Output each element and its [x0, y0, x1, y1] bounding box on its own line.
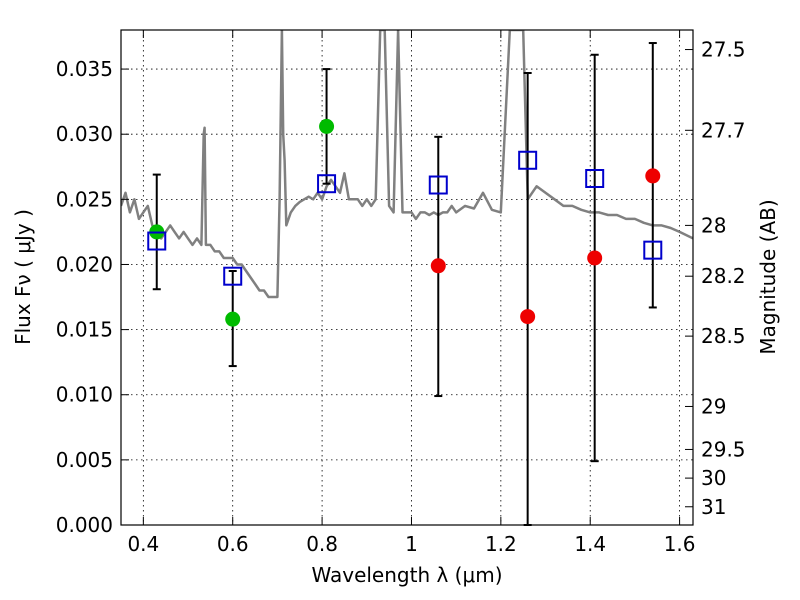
y-axis-label: Flux Fν ( μJy ) — [11, 209, 35, 345]
y-tick-label: 0.035 — [56, 57, 113, 81]
blue-square-point — [223, 266, 243, 286]
y2-tick-label: 30 — [701, 466, 726, 490]
y-tick-label: 0.010 — [56, 383, 113, 407]
red-data-point — [645, 168, 661, 184]
grid — [121, 30, 693, 525]
blue-square-point — [428, 175, 448, 195]
plot-frame — [120, 29, 694, 526]
red-data-point — [430, 258, 446, 274]
blue-square-point — [317, 174, 337, 194]
y2-tick-label: 29.5 — [701, 437, 746, 461]
y-tick-label: 0.000 — [56, 513, 113, 537]
x-tick-label: 0.8 — [306, 532, 338, 556]
y-tick-label: 0.005 — [56, 448, 113, 472]
data-points — [147, 118, 663, 327]
red-data-point — [587, 250, 603, 266]
x-tick-label: 0.6 — [217, 532, 249, 556]
y-tick-label: 0.030 — [56, 122, 113, 146]
y2-tick-label: 29 — [701, 394, 726, 418]
y2-tick-label: 28 — [701, 213, 726, 237]
y2-tick-label: 27.5 — [701, 38, 746, 62]
y2-tick-label: 31 — [701, 495, 726, 519]
blue-square-point — [585, 169, 605, 188]
y-tick-label: 0.020 — [56, 252, 113, 276]
y-tick-label: 0.025 — [56, 187, 113, 211]
green-data-point — [319, 118, 335, 134]
y2-tick-label: 27.7 — [701, 118, 746, 142]
y2-tick-label: 28.2 — [701, 264, 746, 288]
blue-square-point — [518, 150, 538, 170]
y2-tick-label: 28.5 — [701, 324, 746, 348]
red-data-point — [520, 309, 536, 325]
y-tick-label: 0.015 — [56, 318, 113, 342]
blue-square-point — [643, 240, 663, 260]
x-tick-label: 0.4 — [127, 532, 159, 556]
axis-ticks: 0.4 0.6 0.8 1 1.2 1.4 1.6 0.000 0.005 0.010 0.015 0… — [56, 30, 746, 556]
x-axis-label: Wavelength λ (μm) — [311, 563, 502, 587]
spectrum-line — [121, 30, 693, 299]
x-tick-label: 1 — [405, 532, 418, 556]
y2-axis-label: Magnitude (AB) — [756, 199, 780, 354]
green-data-point — [225, 311, 241, 327]
model-spectrum — [121, 30, 693, 299]
x-tick-label: 1.4 — [574, 532, 606, 556]
x-tick-label: 1.6 — [664, 532, 696, 556]
blue-square-point — [147, 231, 167, 251]
x-tick-label: 1.2 — [485, 532, 517, 556]
